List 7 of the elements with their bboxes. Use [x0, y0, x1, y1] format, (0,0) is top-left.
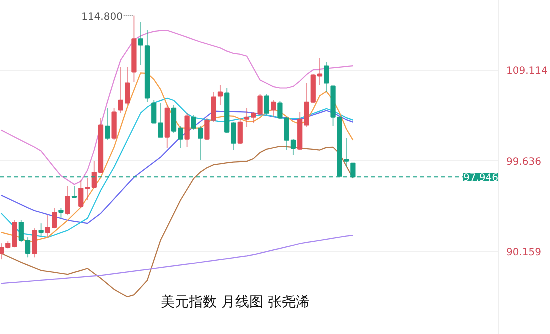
annotation: 114.800 — [82, 12, 123, 23]
y-tick-label: 109.114 — [506, 66, 548, 78]
line-series — [0, 234, 354, 284]
y-tick-label: 90.159 — [506, 248, 542, 259]
text: 美元指数 月线图 张尧浠 — [161, 294, 310, 310]
y-tick-label: 99.636 — [506, 156, 542, 168]
line-series — [0, 30, 354, 186]
